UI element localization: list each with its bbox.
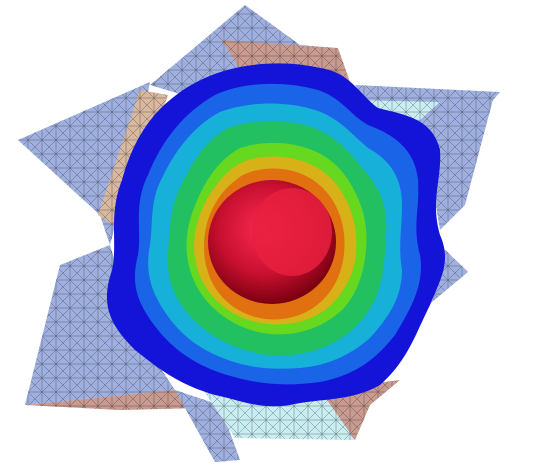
isosurface-core-highlight — [252, 188, 332, 276]
isosurfaces — [106, 63, 446, 407]
